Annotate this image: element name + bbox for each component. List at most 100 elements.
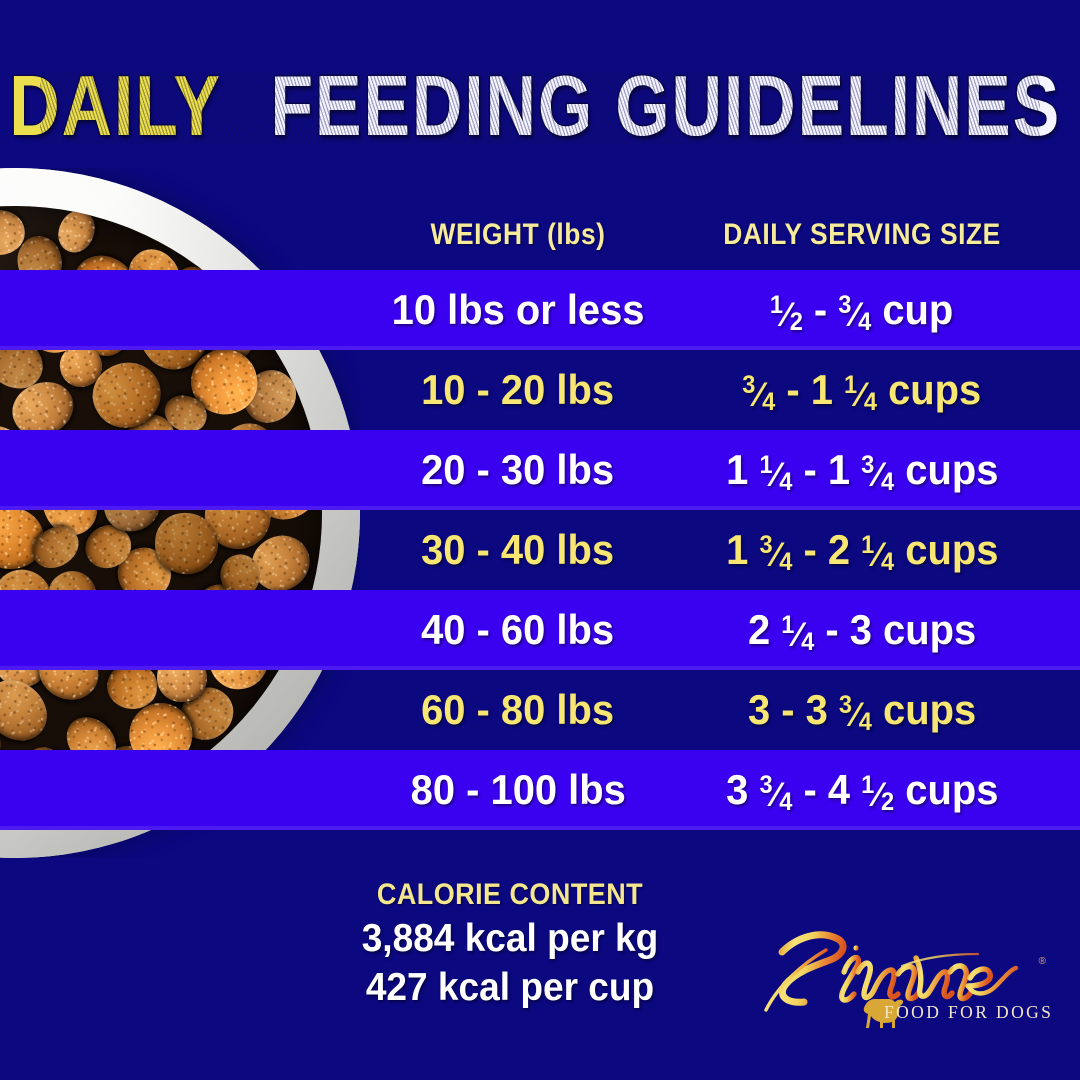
table-row-background	[0, 430, 1080, 510]
cell-weight-text: 80 - 100 lbs	[410, 766, 626, 813]
column-header-weight: WEIGHT (lbs)	[430, 218, 606, 251]
calorie-content-block: CALORIE CONTENT 3,884 kcal per kg 427 kc…	[290, 878, 730, 1010]
cell-weight: 20 - 30 lbs	[378, 430, 658, 510]
serving-text-token: 3 - 3	[747, 686, 839, 733]
cell-serving: 3 - 3 3 ⁄ 4 cups	[702, 670, 1022, 750]
cell-serving-text: 1 1 ⁄ 4 - 1 3 ⁄ 4 cups	[725, 446, 999, 497]
fraction: 1 ⁄ 4	[781, 612, 815, 657]
fraction-bar: ⁄	[794, 616, 801, 655]
fraction-numerator: 1	[844, 370, 858, 399]
cell-weight: 60 - 80 lbs	[378, 670, 658, 750]
calorie-per-cup: 427 kcal per cup	[365, 966, 655, 1009]
fraction-denominator: 4	[864, 388, 878, 417]
cell-serving-text: 2 1 ⁄ 4 - 3 cups	[747, 606, 976, 657]
table-row: 60 - 80 lbs 3 - 3 3 ⁄ 4 cups	[0, 670, 1080, 750]
serving-text-token: -	[803, 286, 839, 333]
serving-text-token: cups	[893, 526, 999, 573]
page-title: DAILY FEEDING GUIDELINES	[0, 59, 1080, 154]
cell-weight-text: 10 lbs or less	[391, 286, 645, 333]
fraction-denominator: 2	[880, 788, 894, 817]
registered-mark: ®	[1039, 956, 1047, 967]
fraction-denominator: 4	[858, 308, 872, 337]
serving-text-token: - 1	[792, 446, 861, 493]
table-row: 10 - 20 lbs 3 ⁄ 4 - 1 1 ⁄ 4 cups	[0, 350, 1080, 430]
fraction: 1 ⁄ 2	[770, 292, 804, 337]
cell-serving: 1 1 ⁄ 4 - 1 3 ⁄ 4 cups	[702, 430, 1022, 510]
brand-logo[interactable]: ® FOOD FOR DOGS	[752, 916, 1052, 1036]
cell-serving-text: 3 ⁄ 4 - 1 1 ⁄ 4 cups	[743, 366, 982, 417]
cell-serving: 3 ⁄ 4 - 1 1 ⁄ 4 cups	[702, 350, 1022, 430]
feeding-table: WEIGHT (lbs) DAILY SERVING SIZE 10 lbs o…	[0, 200, 1080, 830]
fraction: 3 ⁄ 4	[759, 772, 793, 817]
cell-serving: 1 3 ⁄ 4 - 2 1 ⁄ 4 cups	[702, 510, 1022, 590]
fraction: 3 ⁄ 4	[743, 372, 776, 417]
fraction: 1 ⁄ 4	[844, 372, 878, 417]
fraction: 1 ⁄ 4	[861, 532, 894, 575]
fraction-numerator: 3	[860, 450, 875, 479]
table-row-background	[0, 590, 1080, 670]
table-row-background	[0, 270, 1080, 350]
serving-text-token: cups	[893, 766, 999, 813]
fraction-denominator: 4	[858, 708, 872, 737]
fraction-numerator: 1	[860, 770, 875, 799]
page-title-word-feeding-guidelines: FEEDING GUIDELINES	[270, 58, 1062, 155]
serving-text-token: - 4	[792, 766, 861, 813]
fraction-denominator: 4	[880, 468, 894, 497]
fraction-denominator: 4	[779, 788, 793, 817]
cell-weight: 80 - 100 lbs	[378, 750, 658, 830]
fraction-bar: ⁄	[858, 376, 864, 415]
table-row: 80 - 100 lbs 3 3 ⁄ 4 - 4 1 ⁄ 2 cups	[0, 750, 1080, 830]
fraction-bar: ⁄	[772, 536, 779, 575]
fraction-numerator: 3	[838, 290, 852, 319]
cell-serving: 1 ⁄ 2 - 3 ⁄ 4 cup	[702, 270, 1022, 350]
cell-weight-text: 40 - 60 lbs	[421, 606, 615, 653]
cell-weight: 10 lbs or less	[378, 270, 658, 350]
fraction-numerator: 1	[770, 290, 784, 319]
table-row: 30 - 40 lbs 1 3 ⁄ 4 - 2 1 ⁄ 4 cups	[0, 510, 1080, 590]
cell-weight-text: 30 - 40 lbs	[421, 526, 615, 573]
fraction-denominator: 4	[779, 468, 793, 497]
fraction: 3 ⁄ 4	[839, 292, 872, 337]
serving-text-token: cups	[893, 446, 999, 493]
fraction-bar: ⁄	[772, 776, 779, 815]
dog-silhouette-icon	[863, 999, 904, 1028]
cell-weight-text: 60 - 80 lbs	[421, 686, 615, 733]
cell-weight: 30 - 40 lbs	[378, 510, 658, 590]
fraction-bar: ⁄	[852, 296, 858, 335]
fraction-bar: ⁄	[874, 536, 881, 575]
serving-text-token: cup	[871, 286, 954, 333]
serving-text-token: 3	[725, 766, 760, 813]
fraction-numerator: 1	[860, 530, 875, 559]
fraction-denominator: 4	[801, 628, 815, 657]
fraction-denominator: 2	[790, 308, 804, 337]
fraction: 1 ⁄ 4	[759, 452, 793, 497]
fraction-numerator: 3	[759, 530, 773, 559]
fraction-bar: ⁄	[852, 696, 859, 735]
fraction-numerator: 3	[742, 370, 756, 399]
serving-text-token: 1	[725, 446, 760, 493]
cell-serving: 3 3 ⁄ 4 - 4 1 ⁄ 2 cups	[702, 750, 1022, 830]
fraction-numerator: 3	[759, 770, 773, 799]
calorie-content-heading: CALORIE CONTENT	[376, 878, 644, 911]
fraction-numerator: 1	[781, 610, 795, 639]
feeding-table-body: 10 lbs or less 1 ⁄ 2 - 3 ⁄ 4 cup 10 - 20 lbs 3 ⁄…	[0, 270, 1080, 830]
fraction-bar: ⁄	[756, 376, 762, 415]
fraction-denominator: 4	[762, 388, 776, 417]
cell-serving-text: 3 3 ⁄ 4 - 4 1 ⁄ 2 cups	[725, 766, 999, 817]
zignature-wordmark: ®	[764, 931, 1047, 1028]
cell-serving-text: 1 3 ⁄ 4 - 2 1 ⁄ 4 cups	[726, 526, 999, 575]
fraction-numerator: 3	[838, 690, 852, 719]
fraction: 3 ⁄ 4	[861, 452, 894, 497]
cell-weight: 10 - 20 lbs	[378, 350, 658, 430]
feeding-table-header-row: WEIGHT (lbs) DAILY SERVING SIZE	[0, 200, 1080, 270]
table-row: 10 lbs or less 1 ⁄ 2 - 3 ⁄ 4 cup	[0, 270, 1080, 350]
serving-text-token: 2	[747, 606, 782, 653]
serving-text-token: cups	[871, 686, 977, 733]
column-header-serving: DAILY SERVING SIZE	[723, 218, 1001, 251]
fraction: 3 ⁄ 4	[759, 532, 792, 575]
table-row: 20 - 30 lbs 1 1 ⁄ 4 - 1 3 ⁄ 4 cups	[0, 430, 1080, 510]
cell-serving-text: 3 - 3 3 ⁄ 4 cups	[747, 686, 977, 737]
table-row: 40 - 60 lbs 2 1 ⁄ 4 - 3 cups	[0, 590, 1080, 670]
serving-text-token: cups	[877, 366, 982, 413]
